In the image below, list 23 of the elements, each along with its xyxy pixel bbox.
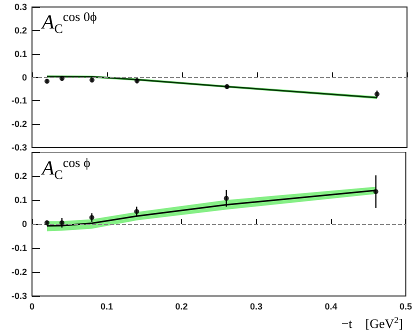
y-tick-label: -0.2 xyxy=(11,119,27,130)
y-tick-label: 0.2 xyxy=(14,25,27,36)
x-tick-label: 0.1 xyxy=(100,302,114,312)
y-tick-label: 0.1 xyxy=(14,48,27,59)
x-tick-label: 0.2 xyxy=(175,302,188,312)
x-tick-label: 0.4 xyxy=(324,302,338,312)
y-tick-label: 0 xyxy=(22,72,27,82)
point xyxy=(59,220,64,226)
point xyxy=(134,209,140,214)
point xyxy=(224,196,229,201)
y-tick-label: -0.1 xyxy=(11,96,27,106)
x-tick-label: 0.3 xyxy=(250,302,263,312)
y-tick-label: -0.3 xyxy=(11,142,27,152)
y-tick-label: -0.3 xyxy=(11,291,27,301)
y-tick-label: -0.2 xyxy=(11,267,27,277)
y-tick-label: 0.3 xyxy=(14,2,27,12)
y-tick-label: -0.1 xyxy=(11,243,27,253)
y-tick-label: 0.1 xyxy=(14,195,27,205)
y-tick-label: 0.2 xyxy=(14,171,27,181)
y-tick-label: 0 xyxy=(22,219,27,229)
x-tick-label: 0.5 xyxy=(399,302,412,312)
x-tick-label: 0 xyxy=(29,302,35,312)
point xyxy=(373,189,378,194)
